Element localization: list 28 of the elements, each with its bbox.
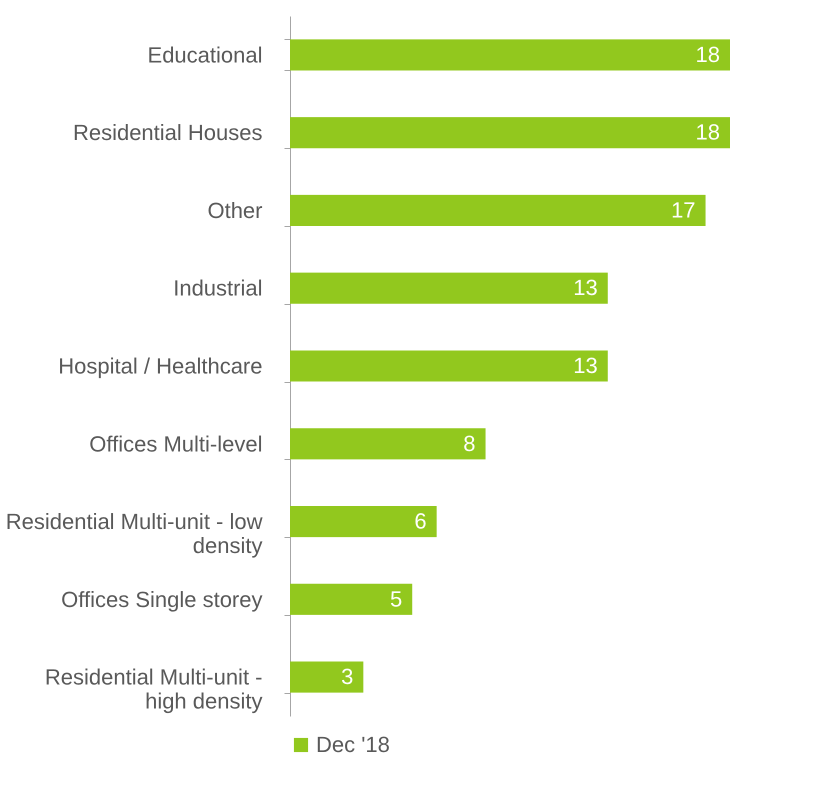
- data-label: 6: [414, 508, 427, 534]
- data-label: 18: [696, 42, 720, 67]
- legend-label: Dec '18: [316, 732, 390, 757]
- data-label: 17: [671, 197, 696, 222]
- y-tick-label: Residential Houses: [72, 120, 262, 146]
- y-tick-label: Offices Multi-level: [89, 431, 262, 456]
- bar: [290, 194, 706, 226]
- bar: [290, 584, 412, 615]
- data-label: 5: [390, 586, 402, 612]
- data-label: 13: [573, 275, 598, 300]
- bar: [290, 272, 608, 304]
- bar: [290, 350, 608, 382]
- data-label: 3: [341, 664, 354, 690]
- bar: [290, 506, 437, 538]
- bar: [290, 39, 730, 70]
- y-tick-label: Residential Multi-unit - low density: [6, 509, 263, 558]
- bar: [290, 117, 730, 148]
- bar: [290, 428, 486, 460]
- data-label: 13: [573, 353, 598, 378]
- y-tick-label: Residential Multi-unit - high density: [44, 664, 262, 714]
- y-tick-label: Hospital / Healthcare: [58, 354, 262, 378]
- y-tick-label: Educational: [148, 42, 262, 68]
- data-label: 8: [463, 430, 476, 456]
- data-label: 18: [696, 120, 720, 145]
- y-tick-label: Offices Single storey: [61, 586, 262, 612]
- bar: [290, 662, 364, 693]
- y-tick-label: Industrial: [173, 276, 262, 301]
- y-tick-label: Other: [207, 198, 262, 223]
